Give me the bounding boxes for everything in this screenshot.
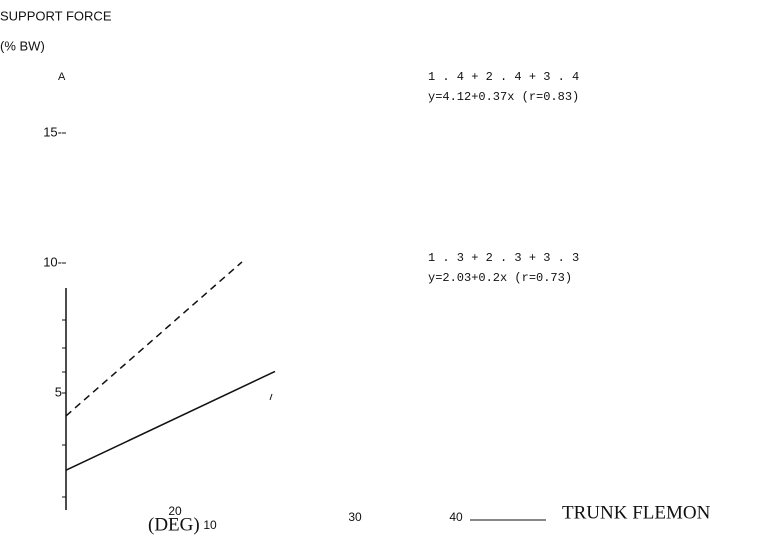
x-tick-label: 20 [168,504,182,518]
y-label-line: (% BW) [0,38,45,53]
panel-label: A [58,71,66,83]
y-tick-label: 10- [43,254,62,269]
y-label-line: SUPPORT FORCE [0,8,112,23]
equation: y=2.03+0.2x (r=0.73) [428,271,572,285]
y-tick-label: 5 [55,384,62,399]
regression-line [65,261,243,417]
legend-label: 1 . 4 + 2 . 4 + 3 . 4 [428,70,579,84]
x-tick-label: 40 [449,510,463,524]
x-label: TRUNK FLEMON [562,502,711,523]
regression-line [65,370,276,471]
equation: y=4.12+0.37x (r=0.83) [428,90,579,104]
legend-label: 1 . 3 + 2 . 3 + 3 . 3 [428,251,579,265]
y-tick-label: 15- [43,124,62,139]
x-unit: (DEG) [148,514,200,535]
x-tick-label: 30 [348,510,362,524]
x-tick-label: 10 [203,518,217,532]
stray-mark [269,393,273,401]
